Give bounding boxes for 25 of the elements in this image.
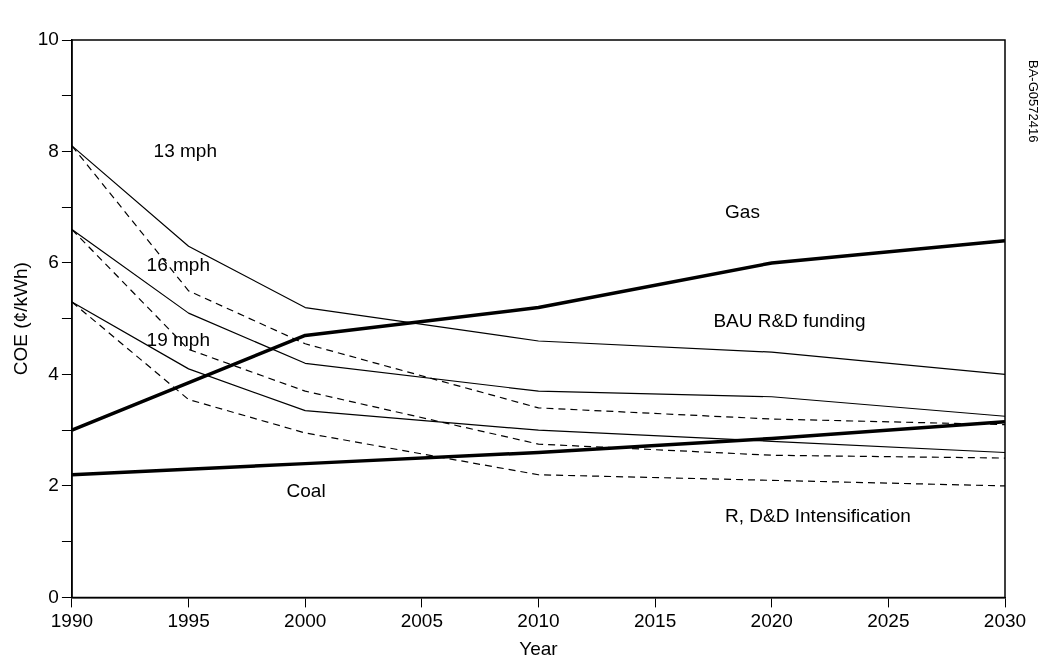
x-tick-label: 1995	[167, 610, 210, 632]
x-tick-label: 1990	[50, 610, 94, 632]
x-axis-title: Year	[519, 637, 559, 659]
x-tick-label: 2010	[517, 610, 560, 632]
y-tick-label: 8	[48, 139, 59, 161]
x-tick-label: 2000	[284, 610, 327, 632]
annotation: R, D&D Intensification	[725, 504, 911, 526]
x-tick-label: 2020	[750, 610, 793, 632]
x-tick-label: 2005	[400, 610, 443, 632]
y-axis-title: COE (¢/kWh)	[9, 262, 31, 376]
annotation: 19 mph	[146, 329, 210, 351]
annotation: Gas	[725, 201, 760, 223]
y-tick-label: 0	[48, 585, 59, 607]
annotation: BAU R&D funding	[713, 309, 866, 331]
y-tick-label: 6	[48, 251, 59, 273]
annotation: Coal	[286, 479, 326, 501]
y-tick-label: 4	[48, 362, 60, 384]
y-tick-label: 2	[48, 474, 59, 496]
x-tick-label: 2025	[867, 610, 910, 632]
annotation: 13 mph	[153, 139, 217, 161]
x-tick-label: 2015	[633, 610, 677, 632]
annotation: 16 mph	[146, 253, 210, 275]
x-tick-label: 2030	[983, 610, 1027, 632]
y-tick-label: 10	[37, 28, 59, 50]
text: BA-G0572416	[1026, 60, 1042, 143]
